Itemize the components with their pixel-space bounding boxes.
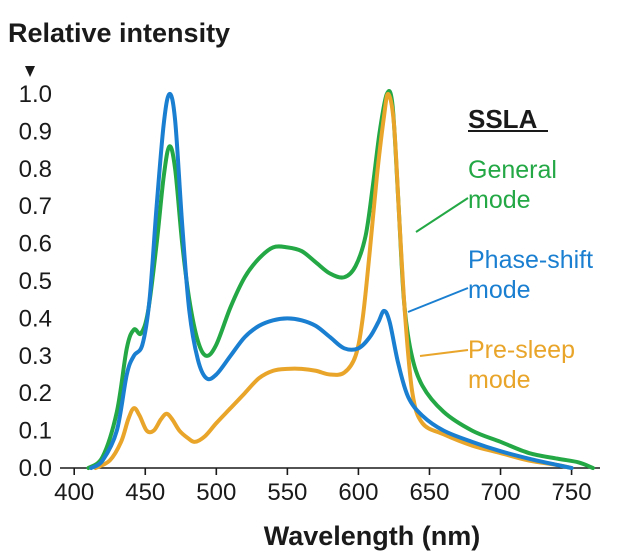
- x-tick-label: 750: [552, 479, 592, 506]
- x-tick-label: 650: [409, 479, 449, 506]
- y-tick-label: 0.0: [19, 455, 52, 482]
- y-tick-label: 1.0: [19, 81, 52, 108]
- legend-label-phase-shift-mode: mode: [468, 276, 531, 304]
- x-tick-label: 700: [481, 479, 521, 506]
- series-line-general-mode: [86, 89, 595, 470]
- x-tick-label: 500: [196, 479, 236, 506]
- x-tick-label: 550: [267, 479, 307, 506]
- y-tick-label: 0.2: [19, 380, 52, 407]
- y-axis-title: Relative intensity: [8, 18, 230, 48]
- legend-label-phase-shift-mode: Phase-shift: [468, 246, 593, 274]
- legend-label-general-mode: mode: [468, 186, 531, 214]
- y-tick-label: 0.1: [19, 418, 52, 445]
- x-axis-title: Wavelength (nm): [264, 521, 481, 551]
- y-tick-label: 0.8: [19, 156, 52, 183]
- legend-label-pre-sleep-mode: Pre-sleep: [468, 336, 575, 364]
- y-axis-arrow-icon: [25, 66, 35, 77]
- y-tick-label: 0.3: [19, 343, 52, 370]
- legend-label-general-mode: General: [468, 156, 557, 184]
- x-tick-label: 450: [125, 479, 165, 506]
- y-axis: 0.0 0.1 0.2 0.3 0.4 0.5 0.6 0.7 0.8 0.9 1.0: [19, 81, 52, 482]
- y-tick-label: 0.4: [19, 305, 52, 332]
- legend-title: SSLA: [468, 104, 538, 134]
- x-axis: 400 450 500 550 600 650 700 750: [54, 468, 592, 506]
- legend: SSLAGeneralmodePhase-shiftmodePre-sleepm…: [407, 104, 593, 394]
- legend-leader-general-mode: [415, 197, 469, 233]
- legend-label-pre-sleep-mode: mode: [468, 366, 531, 394]
- y-tick-label: 0.5: [19, 268, 52, 295]
- legend-leader-pre-sleep-mode: [419, 349, 469, 357]
- y-tick-label: 0.7: [19, 193, 52, 220]
- series-line-phase-shift-mode: [89, 92, 574, 470]
- y-tick-label: 0.6: [19, 231, 52, 258]
- legend-leader-phase-shift-mode: [407, 287, 469, 313]
- series-lines: [86, 89, 595, 470]
- x-tick-label: 600: [338, 479, 378, 506]
- y-tick-label: 0.9: [19, 118, 52, 145]
- x-tick-label: 400: [54, 479, 94, 506]
- series-line-pre-sleep-mode: [93, 91, 574, 470]
